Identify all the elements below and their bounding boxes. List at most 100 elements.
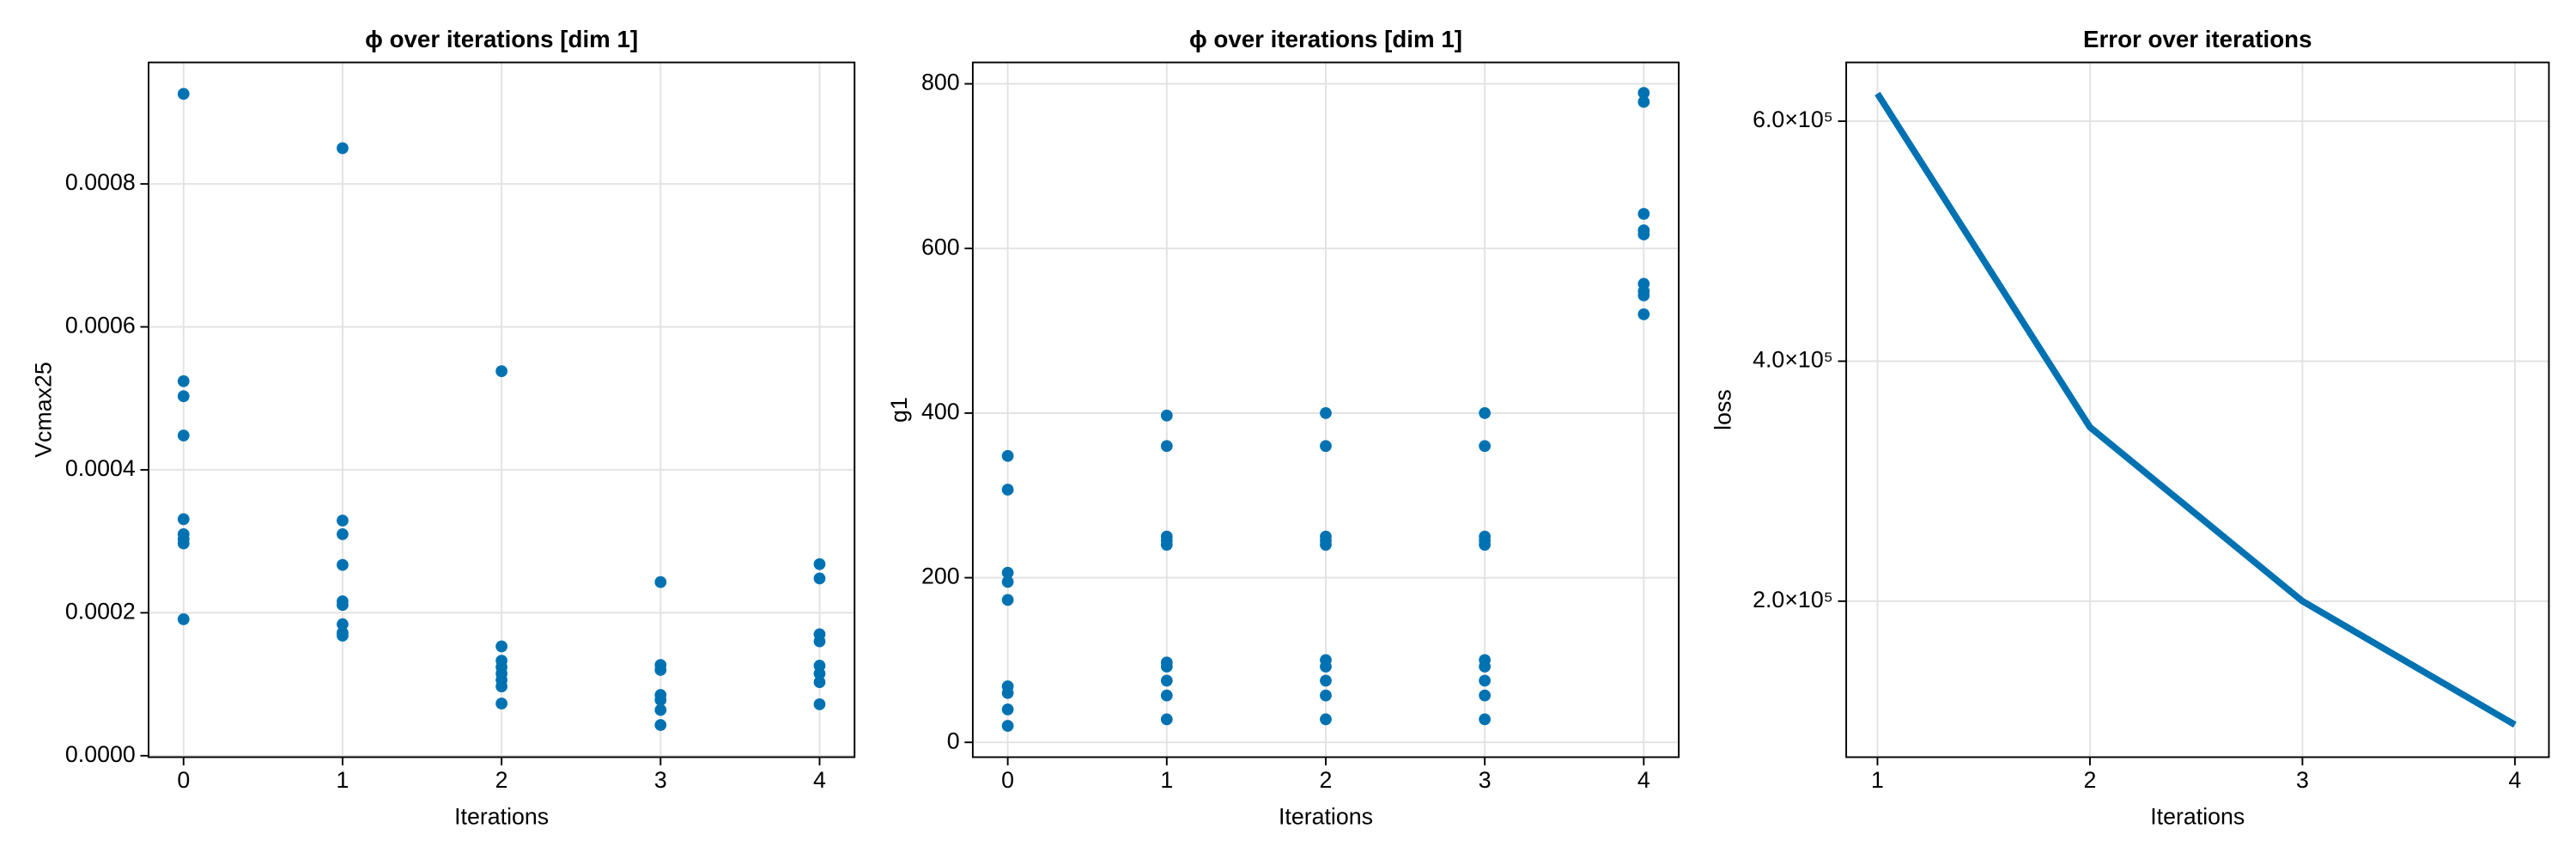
x-tick-label: 1	[337, 767, 349, 793]
scatter-point	[1479, 407, 1492, 419]
scatter-point	[337, 527, 349, 540]
scatter-point	[1320, 713, 1332, 726]
y-axis-label: g1	[886, 397, 912, 423]
scatter-point	[1160, 539, 1173, 551]
y-tick-label: 6.0×10⁵	[1753, 107, 1833, 132]
scatter-point	[1479, 440, 1492, 453]
x-tick-label: 3	[2296, 767, 2309, 793]
scatter-point	[654, 664, 667, 676]
scatter-point	[1637, 87, 1650, 99]
scatter-point	[1637, 289, 1650, 302]
scatter-point	[813, 557, 826, 570]
scatter-point	[177, 390, 190, 403]
scatter-point	[1320, 674, 1332, 687]
chart-title: ϕ over iterations [dim 1]	[1189, 26, 1462, 52]
y-tick-label: 4.0×10⁵	[1753, 347, 1833, 373]
scatter-point	[1637, 208, 1650, 220]
scatter-point	[337, 630, 349, 642]
scatter-point	[495, 698, 508, 710]
scatter-point	[1001, 686, 1014, 699]
x-tick-label: 2	[2083, 767, 2096, 793]
x-tick-label: 1	[1871, 767, 1884, 793]
plot-frame	[148, 61, 856, 758]
x-tick-label: 4	[813, 767, 826, 793]
scatter-point	[654, 576, 667, 588]
scatter-point	[654, 704, 667, 716]
scatter-point	[1160, 409, 1173, 422]
scatter-point	[654, 694, 667, 706]
scatter-point	[1479, 661, 1492, 673]
x-tick-label: 3	[1479, 767, 1492, 793]
scatter-point	[337, 599, 349, 612]
scatter-point	[495, 640, 508, 653]
loss-line	[1874, 91, 2517, 728]
y-tick-label: 0.0000	[65, 741, 136, 767]
scatter-point	[1001, 566, 1014, 579]
scatter-point	[1637, 228, 1650, 241]
scatter-point	[1637, 308, 1650, 320]
y-tick-label: 600	[921, 234, 960, 259]
scatter-point	[1637, 95, 1650, 108]
scatter-point	[1320, 440, 1332, 453]
scatter-point	[1001, 703, 1014, 716]
scatter-point	[1160, 440, 1173, 453]
x-tick-label: 3	[654, 767, 667, 793]
scatter-point	[1320, 407, 1332, 419]
scatter-point	[1160, 674, 1173, 687]
scatter-point	[1479, 539, 1492, 551]
x-tick-label: 4	[2508, 767, 2521, 793]
scatter-point	[1001, 720, 1014, 732]
scatter-point	[1479, 674, 1492, 687]
scatter-point	[1001, 594, 1014, 606]
scatter-point	[177, 375, 190, 387]
scatter-point	[495, 365, 508, 378]
scatter-point	[1001, 576, 1014, 588]
scatter-point	[1160, 661, 1173, 673]
scatter-point	[1320, 661, 1332, 673]
y-tick-label: 0.0008	[65, 169, 136, 195]
scatter-point	[337, 515, 349, 527]
y-tick-label: 400	[921, 399, 960, 424]
scatter-point	[337, 142, 349, 155]
scatter-point	[813, 635, 826, 648]
scatter-point	[1320, 689, 1332, 702]
y-axis-label: loss	[1710, 389, 1736, 430]
scatter-point	[177, 430, 190, 442]
x-tick-label: 0	[177, 767, 190, 793]
y-tick-label: 200	[921, 564, 960, 589]
scatter-point	[337, 618, 349, 631]
scatter-point	[1479, 689, 1492, 702]
y-tick-label: 0.0006	[65, 313, 136, 338]
scatter-point	[813, 698, 826, 710]
y-tick-label: 0.0004	[65, 455, 136, 481]
x-axis-label: Iterations	[2150, 803, 2245, 829]
x-axis-label: Iterations	[1279, 803, 1373, 829]
scatter-point	[1001, 449, 1014, 462]
chart-title: ϕ over iterations [dim 1]	[365, 26, 638, 52]
plot-frame	[1845, 61, 2550, 758]
x-tick-label: 2	[495, 767, 508, 793]
scatter-point	[1001, 484, 1014, 496]
scatter-point	[495, 680, 508, 692]
scatter-point	[177, 612, 190, 625]
scatter-point	[813, 667, 826, 679]
chart-title: Error over iterations	[2083, 26, 2312, 52]
scatter-point	[1320, 539, 1332, 551]
x-tick-label: 2	[1320, 767, 1333, 793]
y-tick-label: 2.0×10⁵	[1753, 587, 1833, 612]
y-tick-label: 0	[947, 728, 960, 753]
scatter-point	[177, 88, 190, 101]
x-tick-label: 0	[1001, 767, 1014, 793]
y-tick-label: 0.0002	[65, 598, 136, 624]
scatter-point	[337, 558, 349, 571]
y-tick-label: 800	[921, 70, 960, 95]
scatter-point	[177, 513, 190, 526]
scatter-point	[1479, 713, 1492, 726]
x-tick-label: 4	[1637, 767, 1650, 793]
x-tick-label: 1	[1160, 767, 1173, 793]
x-axis-label: Iterations	[454, 803, 549, 829]
scatter-point	[654, 719, 667, 731]
scatter-point	[1160, 689, 1173, 702]
